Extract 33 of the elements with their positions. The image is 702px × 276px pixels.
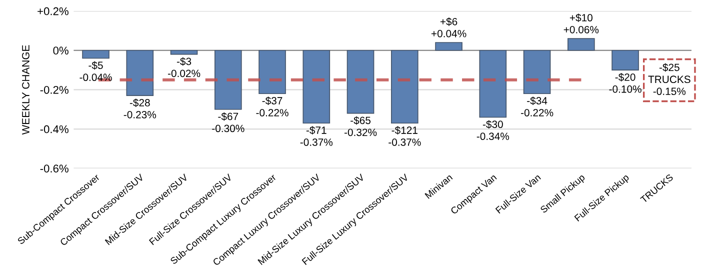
data-label: +$6 +0.04% [431, 18, 466, 38]
bar [346, 50, 374, 114]
y-tick-label: +0.2% [38, 7, 68, 16]
bar [390, 50, 418, 124]
data-label: -$37 -0.22% [256, 96, 288, 116]
y-tick-label: -0.6% [40, 164, 68, 172]
bar [258, 50, 286, 94]
data-label: -$121 -0.37% [388, 126, 421, 146]
bar [523, 50, 551, 94]
bar [612, 50, 639, 70]
bar [170, 50, 198, 55]
data-label: +$10 +0.06% [564, 14, 599, 34]
data-label: -$5 -0.04% [80, 61, 112, 82]
data-label: -$34 -0.22% [520, 96, 554, 116]
bar [302, 50, 330, 124]
bar [435, 42, 462, 51]
bar [126, 50, 154, 96]
data-label: -$30 -0.34% [476, 120, 510, 140]
y-tick-label: 0% [53, 46, 68, 55]
bar [82, 50, 110, 59]
data-label: -$20 -0.10% [609, 73, 642, 93]
data-label: -$3 -0.02% [168, 57, 200, 78]
bar [479, 50, 507, 118]
bar [568, 38, 595, 51]
data-label: -$71 -0.37% [300, 126, 333, 146]
y-axis-title: WEEKLY CHANGE [22, 45, 30, 135]
data-label: -$28 -0.23% [124, 98, 156, 118]
annotation: -$25 TRUCKS -0.15% [648, 63, 690, 96]
data-label: -$65 -0.32% [344, 116, 377, 136]
bar [214, 50, 242, 110]
y-tick-label: -0.4% [40, 125, 68, 134]
y-tick-label: -0.2% [40, 86, 68, 94]
data-label: -$67 -0.30% [212, 112, 244, 132]
